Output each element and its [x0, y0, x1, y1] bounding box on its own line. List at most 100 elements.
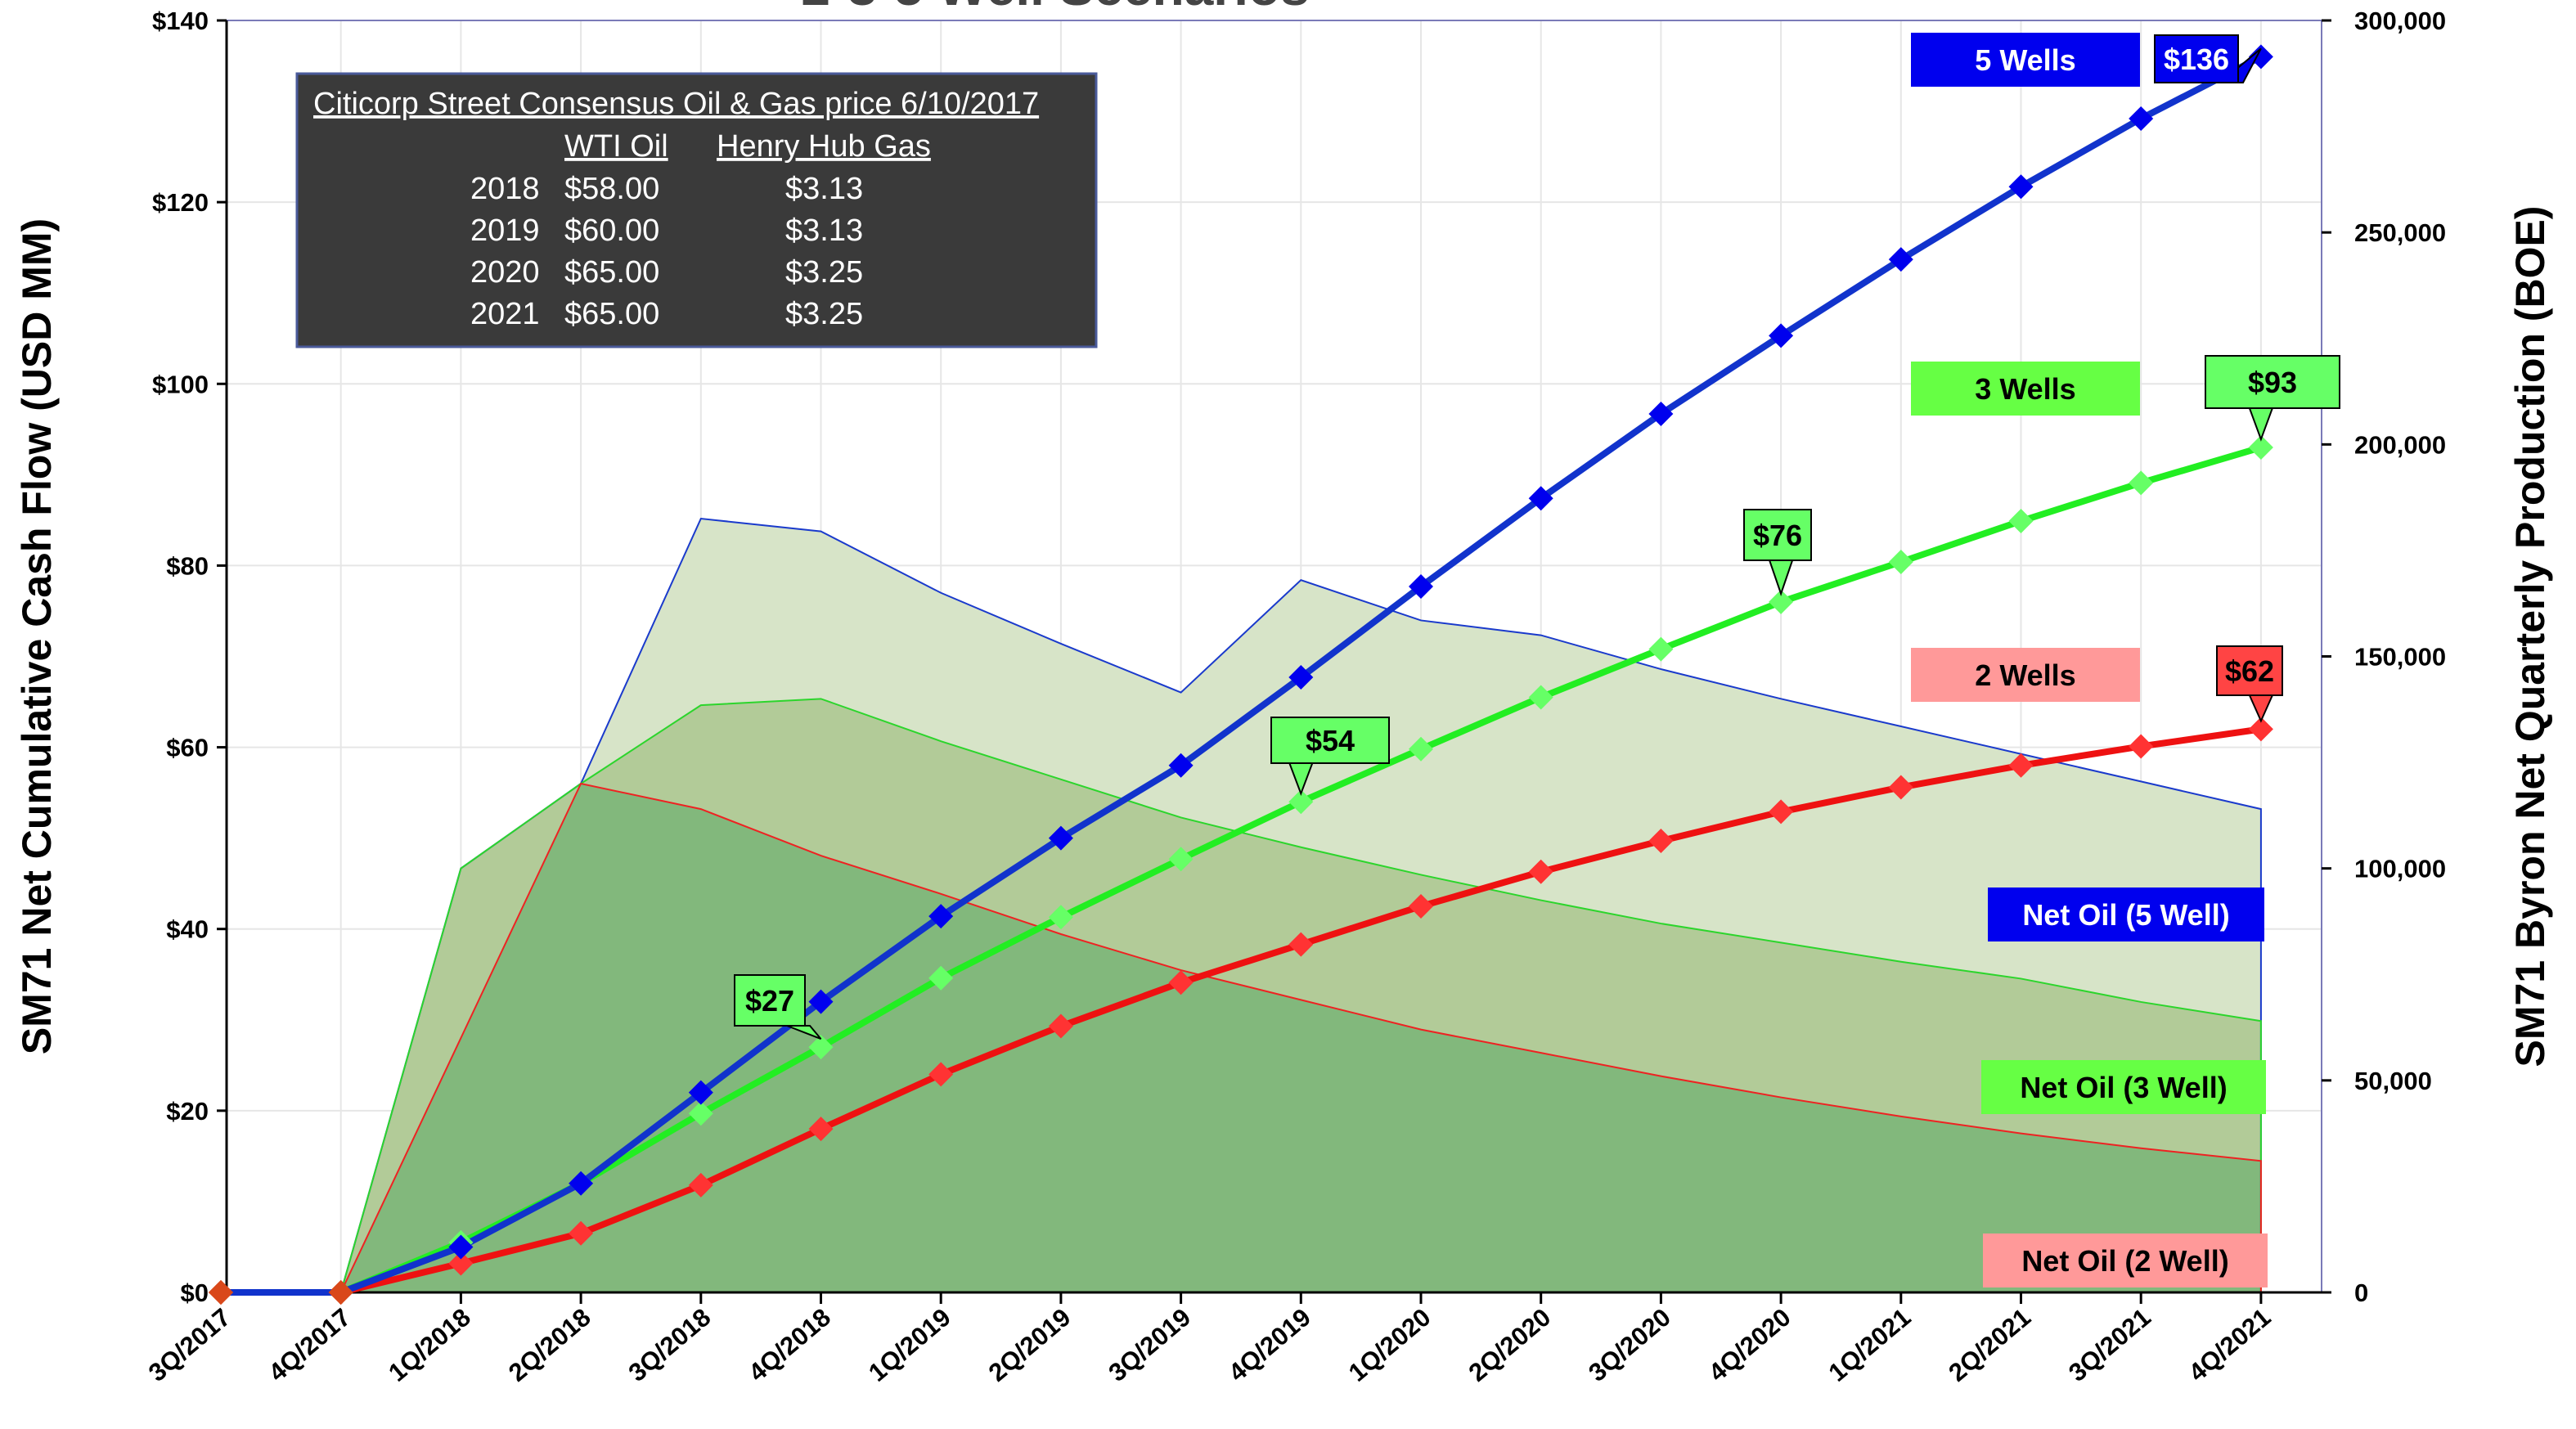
legend-boxes: 5 Wells 3 Wells 2 Wells Net Oil (5 Well) Net… — [1911, 33, 2268, 1287]
marker-5-wells — [928, 904, 954, 929]
marker-3-wells — [1168, 847, 1194, 872]
y2-tick-label: 300,000 — [2354, 7, 2446, 35]
legend-label: 5 Wells — [1975, 43, 2075, 77]
marker-2-wells — [928, 1062, 954, 1087]
price-table-header-gas: Henry Hub Gas — [717, 129, 931, 164]
y-tick-label: $60 — [166, 734, 209, 762]
marker-5-wells — [1168, 753, 1194, 778]
marker-3-wells — [1888, 549, 1913, 574]
marker-2-wells — [2129, 734, 2154, 759]
y2-tick-label: 50,000 — [2354, 1067, 2432, 1095]
marker-3-wells — [928, 965, 954, 991]
marker-5-wells — [2008, 174, 2034, 200]
legend-box — [1981, 1060, 2266, 1114]
y-tick-label: $40 — [166, 915, 209, 944]
marker-3-wells — [1409, 736, 1433, 762]
y-tick-label: $0 — [181, 1278, 209, 1307]
marker-2-wells — [1648, 828, 1674, 853]
price-table-title: Citicorp Street Consensus Oil & Gas pric… — [313, 87, 1039, 121]
marker-3-wells — [2129, 470, 2154, 496]
callout-label: $76 — [1753, 519, 1802, 552]
marker-5-wells — [1048, 825, 1073, 851]
chart-title: 2-3-5 Well Scenarios — [801, 0, 1309, 16]
price-table-box — [295, 72, 1098, 348]
legend-label: Net Oil (2 Well) — [2021, 1244, 2228, 1278]
legend-box — [1983, 1234, 2268, 1287]
marker-5-wells — [328, 1280, 353, 1305]
price-row-year: 2020 — [470, 255, 540, 290]
callout-label: $54 — [1306, 724, 1355, 757]
price-row-gas: $3.25 — [785, 297, 863, 331]
marker-5-wells — [2248, 44, 2273, 70]
price-table: Citicorp Street Consensus Oil & Gas pric… — [295, 72, 1098, 348]
marker-2-wells — [1528, 859, 1553, 884]
legend-box — [1911, 33, 2140, 87]
area-edge-net-oil-5-well- — [339, 517, 2262, 1293]
y-tick-label: $120 — [152, 188, 209, 217]
legend-box — [1911, 362, 2140, 416]
marker-5-wells — [1288, 665, 1314, 690]
price-row-gas: $3.25 — [785, 255, 863, 290]
legend-box — [1911, 648, 2140, 702]
price-row-year: 2019 — [470, 213, 540, 248]
marker-5-wells — [448, 1234, 474, 1260]
marker-5-wells — [209, 1280, 233, 1305]
marker-2-wells — [808, 1117, 834, 1142]
y2-tick-label: 100,000 — [2354, 855, 2446, 883]
y2-tick-label: 200,000 — [2354, 430, 2446, 459]
marker-2-wells — [1888, 775, 1913, 800]
price-table-header-oil: WTI Oil — [564, 129, 668, 164]
line-2-wells — [221, 726, 2262, 1296]
marker-3-wells — [2008, 509, 2034, 534]
area-edge-net-oil-2-well- — [339, 782, 2262, 1293]
price-row-year: 2021 — [470, 297, 540, 331]
marker-3-wells — [2248, 435, 2273, 461]
marker-5-wells — [1769, 323, 1794, 348]
marker-3-wells — [1648, 636, 1674, 662]
area-net-oil-2-well- — [340, 784, 2261, 1292]
y-tick-label: $80 — [166, 551, 209, 580]
marker-5-wells — [1528, 486, 1553, 511]
price-row-gas: $3.13 — [785, 213, 863, 248]
marker-5-wells — [2129, 106, 2154, 131]
marker-2-wells — [1409, 893, 1433, 919]
marker-5-wells — [808, 989, 834, 1014]
marker-3-wells — [688, 1101, 713, 1126]
price-row-oil: $65.00 — [564, 255, 659, 290]
price-row-oil: $65.00 — [564, 297, 659, 331]
callout-label: $136 — [2164, 43, 2229, 76]
callout-box — [1743, 509, 1812, 561]
marker-3-wells — [808, 1035, 834, 1060]
cash-flow-markers — [209, 44, 2273, 1305]
marker-5-wells — [569, 1171, 594, 1196]
callout-box — [2205, 355, 2340, 409]
right-axis-ticks: 0 50,000 100,000 150,000 200,000 250,000 300,0… — [2354, 7, 2446, 1307]
price-row-gas: $3.13 — [785, 172, 863, 206]
y-axis-title: SM71 Net Cumulative Cash Flow (USD MM) — [14, 218, 60, 1054]
marker-2-wells — [2008, 753, 2034, 778]
marker-3-wells — [1528, 685, 1553, 710]
marker-2-wells — [448, 1251, 474, 1276]
y2-tick-label: 150,000 — [2354, 643, 2446, 672]
y2-tick-label: 250,000 — [2354, 218, 2446, 247]
price-row-oil: $60.00 — [564, 213, 659, 248]
area-edge-net-oil-3-well- — [339, 698, 2262, 1293]
marker-3-wells — [1769, 589, 1794, 614]
callout-box — [734, 974, 806, 1027]
marker-2-wells — [688, 1172, 713, 1198]
marker-5-wells — [1409, 573, 1433, 599]
marker-5-wells — [1888, 247, 1913, 272]
marker-2-wells — [1769, 799, 1794, 825]
price-row-year: 2018 — [470, 172, 540, 206]
marker-2-wells — [2248, 717, 2273, 742]
y2-axis-title: SM71 Byron Net Quarterly Production (BOE… — [2507, 206, 2553, 1067]
marker-3-wells — [1288, 789, 1314, 815]
line-5-wells — [221, 53, 2263, 1296]
net-oil-areas — [339, 517, 2262, 1293]
cash-flow-lines — [221, 53, 2263, 1296]
legend-label: Net Oil (5 Well) — [2022, 898, 2229, 932]
left-axis-ticks: $0 $20 $40 $60 $80 $100 $120 $140 — [152, 7, 209, 1307]
callout-box — [1270, 717, 1390, 764]
